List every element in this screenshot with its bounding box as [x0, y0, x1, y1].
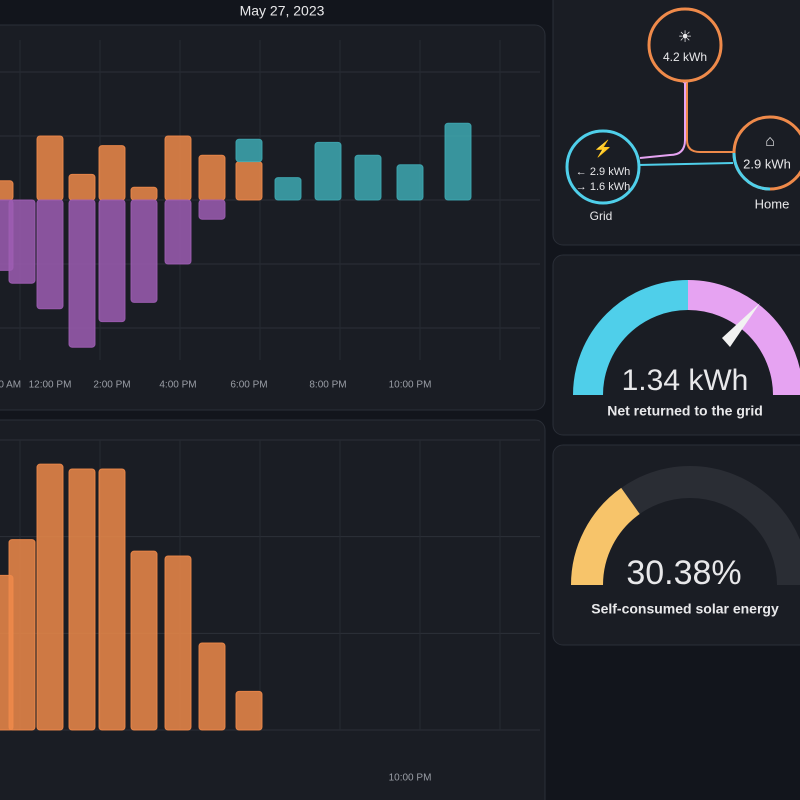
- net-label: Net returned to the grid: [607, 403, 763, 419]
- bar: [8, 199, 36, 284]
- gauge-arc-consume: [687, 280, 800, 396]
- bar: [198, 199, 226, 220]
- x-tick-label: 8:00 PM: [309, 380, 346, 391]
- x-tick-label: 10:00 PM: [389, 380, 432, 391]
- grid-icon: ⚡: [593, 139, 613, 158]
- grid-export: → 1.6 kWh: [576, 181, 630, 193]
- bar: [36, 135, 64, 201]
- bar: [130, 186, 158, 201]
- bar: [164, 199, 192, 265]
- solar-icon: ☀: [678, 29, 692, 46]
- solar-node[interactable]: [647, 7, 723, 83]
- x-tick-label: 4:00 PM: [159, 380, 196, 391]
- bar: [130, 199, 158, 303]
- gauge-arc-return: [573, 280, 689, 396]
- bar: [235, 138, 263, 163]
- bar: [164, 135, 192, 201]
- home-value: 2.9 kWh: [743, 156, 791, 171]
- bar: [274, 177, 302, 201]
- home-ring: [732, 152, 771, 191]
- grid-import: ← 2.9 kWh: [576, 166, 630, 178]
- bar: [98, 199, 126, 323]
- bar: [98, 145, 126, 201]
- self-value: 30.38%: [626, 554, 741, 592]
- grid-label: Grid: [590, 209, 613, 223]
- bar: [68, 468, 96, 731]
- bar: [8, 539, 36, 731]
- bar: [0, 180, 14, 201]
- bar: [396, 164, 424, 201]
- bar: [354, 154, 382, 201]
- grid-node[interactable]: [565, 129, 641, 205]
- bar: [164, 555, 192, 731]
- bar: [68, 199, 96, 348]
- flow-line: [639, 80, 686, 159]
- x-tick-label: 10:00 PM: [389, 773, 432, 784]
- net-value: 1.34 kWh: [622, 364, 749, 397]
- energy-card: [0, 24, 546, 411]
- x-tick-label: 12:00 PM: [29, 380, 72, 391]
- self-label: Self-consumed solar energy: [591, 601, 779, 617]
- bar: [444, 122, 472, 201]
- bar: [98, 468, 126, 731]
- x-tick-label: 6:00 PM: [230, 380, 267, 391]
- flow-line: [637, 162, 734, 166]
- solar-chart: 10:00 PM: [0, 439, 540, 784]
- home-icon: ⌂: [765, 133, 775, 150]
- flow-line: [686, 80, 733, 153]
- bar: [235, 161, 263, 201]
- bar: [36, 199, 64, 310]
- bar: [36, 463, 64, 731]
- bar: [68, 173, 96, 201]
- bar: [198, 154, 226, 201]
- x-tick-label: 2:00 PM: [93, 380, 130, 391]
- gauge-needle: [722, 303, 760, 347]
- bar: [235, 690, 263, 731]
- x-tick-label: 10:00 AM: [0, 380, 21, 391]
- bar: [314, 141, 342, 201]
- energy-chart: 10:00 AM 12:00 PM 2:00 PM 4:00 PM 6:00 PM 8:0…: [0, 40, 540, 391]
- bar: [130, 550, 158, 731]
- gauge-arc: [571, 487, 641, 586]
- bar: [198, 642, 226, 731]
- home-label: Home: [755, 196, 790, 211]
- date-label[interactable]: May 27, 2023: [240, 3, 325, 19]
- solar-value: 4.2 kWh: [663, 50, 707, 64]
